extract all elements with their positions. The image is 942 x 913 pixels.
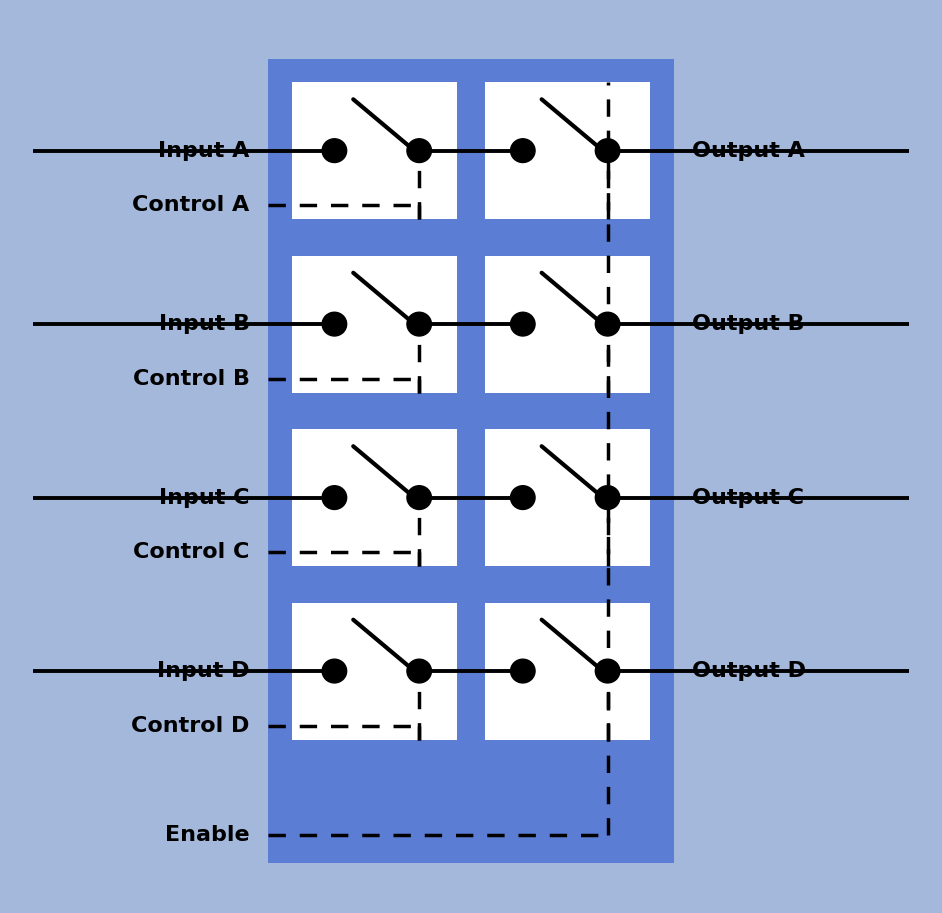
Bar [268,59,674,863]
Bar [292,603,457,740]
Text: Input A: Input A [158,141,250,161]
Bar [292,256,457,393]
Circle shape [595,486,620,509]
Circle shape [511,486,535,509]
Bar [292,429,457,566]
Circle shape [511,312,535,336]
Text: Enable: Enable [165,825,250,845]
Bar [485,256,650,393]
Bar [292,82,457,219]
Circle shape [322,486,347,509]
Circle shape [322,659,347,683]
Circle shape [322,312,347,336]
Circle shape [407,139,431,163]
Circle shape [595,659,620,683]
Bar [485,603,650,740]
Text: Output C: Output C [692,488,804,508]
Text: Input D: Input D [157,661,250,681]
Circle shape [322,139,347,163]
Circle shape [407,659,431,683]
Text: Control D: Control D [131,716,250,736]
Text: Output A: Output A [692,141,805,161]
Bar [485,82,650,219]
Text: Input C: Input C [159,488,250,508]
Text: Output B: Output B [692,314,805,334]
Text: Control B: Control B [133,369,250,389]
Circle shape [511,659,535,683]
Text: Control A: Control A [133,195,250,215]
Text: Control C: Control C [133,542,250,562]
Bar [485,429,650,566]
Circle shape [407,486,431,509]
Circle shape [407,312,431,336]
Circle shape [511,139,535,163]
Circle shape [595,139,620,163]
Text: Input B: Input B [158,314,250,334]
Text: Output D: Output D [692,661,806,681]
Circle shape [595,312,620,336]
